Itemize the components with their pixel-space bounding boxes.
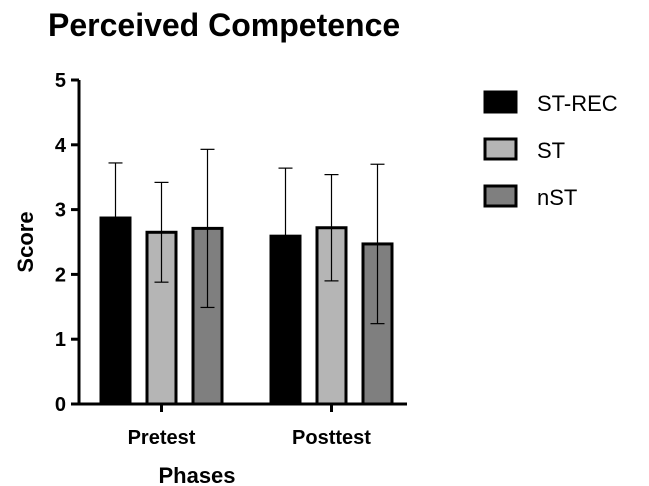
legend-swatch-nst (483, 184, 518, 208)
x-tick-label: Posttest (292, 427, 371, 449)
y-tick-label: 4 (55, 135, 67, 157)
plot-area: 0 1 2 3 4 5 Pretest Posttest (55, 70, 407, 449)
x-axis-title: Phases (158, 463, 235, 486)
y-axis-title: Score (13, 211, 38, 272)
legend-label-st-rec: ST-REC (537, 91, 618, 116)
y-tick-label: 0 (55, 394, 66, 416)
y-tick-label: 1 (55, 329, 66, 351)
x-tick-label: Pretest (128, 427, 196, 449)
legend-label-st: ST (537, 138, 565, 163)
legend-swatch-st-rec (483, 90, 518, 114)
y-tick-label: 2 (55, 264, 66, 286)
legend-swatch-st (483, 137, 518, 161)
legend-label-nst: nST (537, 185, 577, 210)
legend: ST-REC ST nST (483, 90, 618, 210)
y-tick-label: 5 (55, 70, 66, 92)
bar-st-pretest (145, 230, 178, 406)
chart-title: Perceived Competence (48, 7, 400, 43)
y-tick-label: 3 (55, 200, 66, 222)
